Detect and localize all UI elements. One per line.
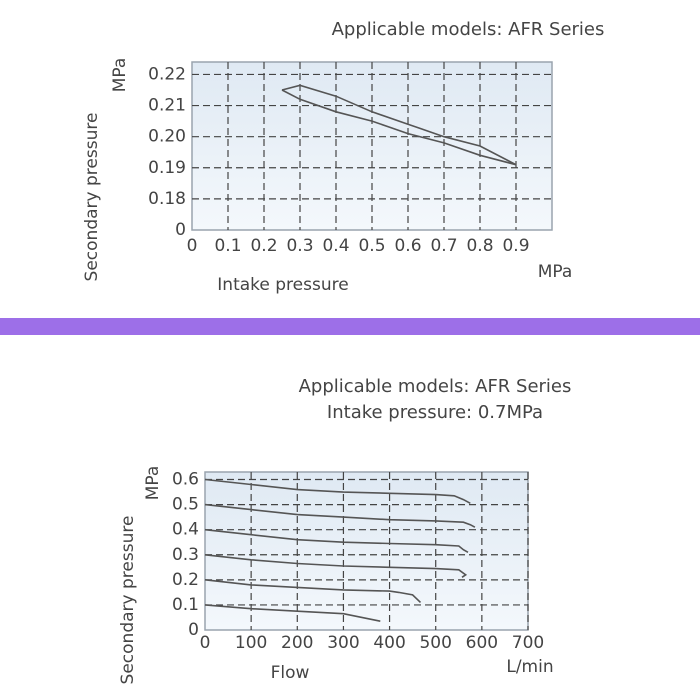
x-tick-label: 0.2 xyxy=(250,236,277,256)
x-tick-label: 500 xyxy=(419,633,451,653)
divider-band xyxy=(0,318,700,335)
data-line xyxy=(204,579,422,603)
x-tick-label: 600 xyxy=(466,633,498,653)
y-tick-label: 0.18 xyxy=(148,189,186,209)
y-tick-label: 0.2 xyxy=(172,570,199,590)
plot-area xyxy=(204,471,529,631)
data-line xyxy=(204,554,468,578)
x-axis-label: Flow xyxy=(271,663,310,683)
y-tick-label: 0.22 xyxy=(148,64,186,84)
y-tick-label: 0.20 xyxy=(148,127,186,147)
x-tick-label: 100 xyxy=(235,633,267,653)
y-tick-label: 0 xyxy=(188,620,199,640)
x-tick-label: 400 xyxy=(373,633,405,653)
data-line xyxy=(204,478,471,505)
y-axis-unit: MPa xyxy=(143,466,163,501)
y-tick-label: 0.21 xyxy=(148,96,186,116)
x-tick-label: 0.4 xyxy=(322,236,349,256)
x-tick-label: 0.6 xyxy=(394,236,421,256)
x-tick-label: 300 xyxy=(327,633,359,653)
y-tick-label: 0.1 xyxy=(172,595,199,615)
chart-title: Applicable models: AFR Series xyxy=(332,19,605,40)
data-line xyxy=(204,528,469,553)
data-line xyxy=(281,84,517,166)
y-axis-unit: MPa xyxy=(110,58,130,93)
x-tick-label: 700 xyxy=(512,633,544,653)
x-axis-unit: MPa xyxy=(538,262,573,282)
x-tick-label: 0.7 xyxy=(430,236,457,256)
x-tick-label: 0.9 xyxy=(502,236,529,256)
data-line xyxy=(204,503,476,528)
x-tick-label: 200 xyxy=(281,633,313,653)
x-tick-label: 0.1 xyxy=(214,236,241,256)
y-tick-label: 0.6 xyxy=(172,470,199,490)
x-tick-label: 0.5 xyxy=(358,236,385,256)
y-tick-label: 0 xyxy=(175,220,186,240)
y-axis-label: Secondary pressure xyxy=(82,113,102,282)
y-axis-label: Secondary pressure xyxy=(118,516,138,685)
x-tick-label: 0 xyxy=(200,633,211,653)
x-tick-label: 0.3 xyxy=(286,236,313,256)
x-axis-label: Intake pressure xyxy=(217,275,348,295)
x-axis-unit: L/min xyxy=(506,657,553,677)
chart-subtitle: Intake pressure: 0.7MPa xyxy=(327,402,543,423)
chart-title: Applicable models: AFR Series xyxy=(299,376,572,397)
data-line xyxy=(204,604,381,622)
x-tick-label: 0 xyxy=(187,236,198,256)
y-tick-label: 0.3 xyxy=(172,545,199,565)
y-tick-label: 0.4 xyxy=(172,520,199,540)
x-tick-label: 0.8 xyxy=(466,236,493,256)
data-line xyxy=(281,89,517,166)
y-tick-label: 0.5 xyxy=(172,495,199,515)
y-tick-label: 0.19 xyxy=(148,158,186,178)
